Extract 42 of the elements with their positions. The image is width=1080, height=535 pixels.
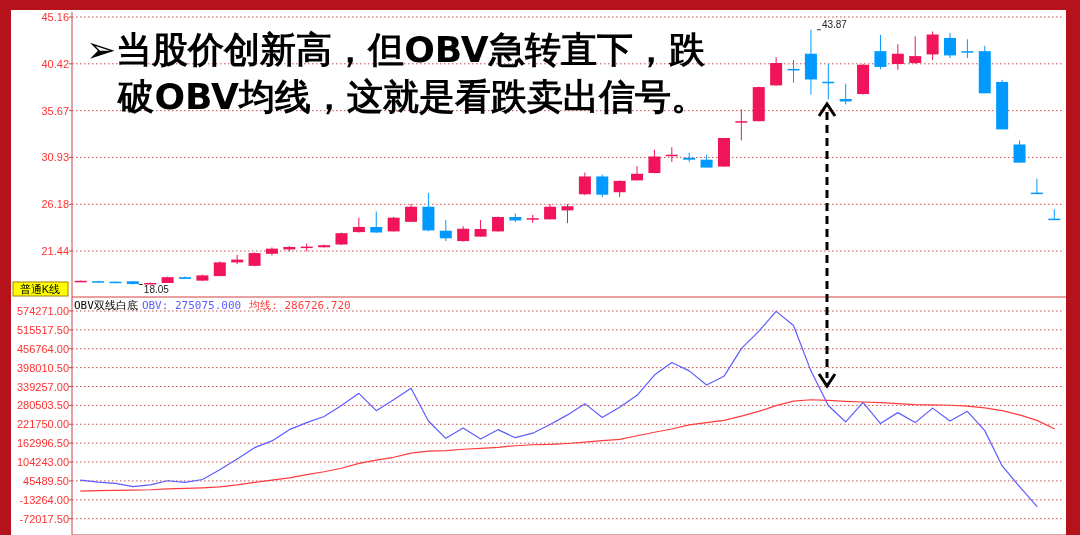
y-tick-label: 574271.00 xyxy=(17,304,69,317)
y-tick-label: 35.67 xyxy=(41,104,69,117)
candlestick xyxy=(1013,139,1026,164)
candlestick xyxy=(422,192,435,232)
y-tick-label: -72017.50 xyxy=(19,512,69,525)
candlestick xyxy=(874,34,887,70)
chart-title: OBV双线白底 xyxy=(74,299,138,312)
y-tick-label: 30.93 xyxy=(41,151,69,164)
candlestick xyxy=(439,219,452,242)
candlestick xyxy=(891,43,904,71)
candlestick xyxy=(943,32,956,59)
annotation: 均线: 286726.720 xyxy=(248,299,351,312)
candlestick xyxy=(735,108,748,141)
y-tick-label: 45.16 xyxy=(41,11,69,24)
y-tick-label: 21.44 xyxy=(41,245,69,258)
y-tick-label: 40.42 xyxy=(41,57,69,70)
y-tick-label: -13264.00 xyxy=(19,493,69,506)
y-tick-label: 104243.00 xyxy=(17,456,69,469)
candlestick xyxy=(631,165,644,181)
candlestick xyxy=(352,217,365,234)
annotation: 43.87 xyxy=(821,18,848,30)
y-tick-label: 280503.50 xyxy=(17,399,69,412)
candlestick xyxy=(370,210,383,234)
text: ➢当股价创新高，但OBV急转直下，跌破OBV均线，这就是看跌卖出信号。 xyxy=(86,28,708,119)
candlestick xyxy=(596,173,609,198)
candlestick xyxy=(770,56,783,87)
y-tick-label: 45489.50 xyxy=(23,474,69,487)
annotation: 18.05 xyxy=(143,284,170,296)
y-tick-label: 339257.00 xyxy=(17,380,69,393)
annotation: OBV: 275075.000 xyxy=(141,299,242,312)
y-tick-label: 26.18 xyxy=(41,198,69,211)
candlestick xyxy=(961,38,974,59)
candlestick xyxy=(909,35,922,65)
y-tick-label: 398010.50 xyxy=(17,361,69,374)
y-tick-label: 162996.50 xyxy=(17,437,69,450)
candlestick xyxy=(926,30,939,61)
candlestick xyxy=(561,203,574,224)
y-tick-label: 515517.50 xyxy=(17,323,69,336)
text: 普通K线 xyxy=(19,283,61,295)
y-tick-label: 456764.00 xyxy=(17,342,69,355)
y-tick-label: 221750.00 xyxy=(17,418,69,431)
candlestick xyxy=(578,172,591,196)
